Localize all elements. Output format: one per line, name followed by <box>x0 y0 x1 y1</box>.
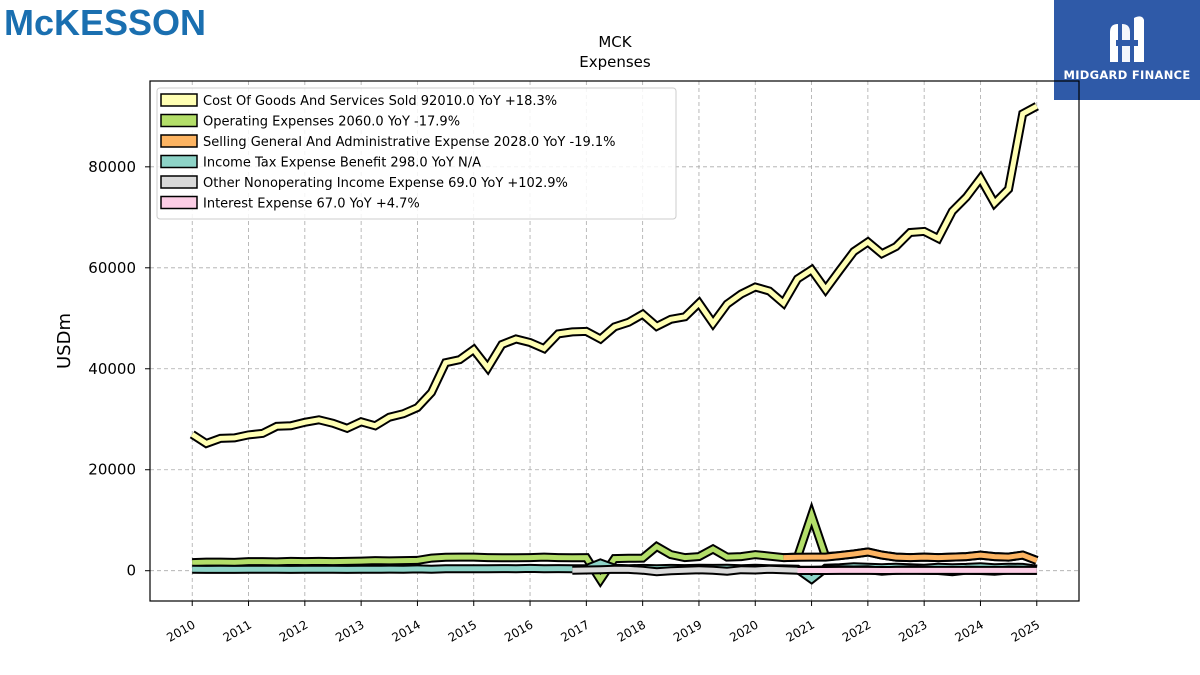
legend-box <box>156 87 677 220</box>
x-tick-label: 2020 <box>727 617 760 644</box>
x-tick-label: 2014 <box>389 617 422 644</box>
legend-swatch <box>160 134 198 148</box>
x-tick-label: 2021 <box>784 617 817 644</box>
legend: Cost Of Goods And Services Sold 92010.0 … <box>156 87 677 220</box>
legend-swatch <box>160 195 198 210</box>
x-tick-label: 2019 <box>671 617 704 644</box>
series-line-cost-of-goods-and-services-sold <box>190 103 1038 447</box>
chart-subtitle: Expenses <box>579 53 651 71</box>
midgard-logo-text: MIDGARD FINANCE <box>1063 68 1191 82</box>
x-tick-label: 2025 <box>1009 617 1042 644</box>
x-tick-label: 2010 <box>164 617 197 644</box>
x-tick-label: 2023 <box>896 617 929 644</box>
series-line-selling-general-and-administrative-expense <box>783 549 1038 563</box>
chart-title: MCK <box>598 33 632 51</box>
legend-label: Cost Of Goods And Services Sold 92010.0 … <box>203 94 557 109</box>
x-tick-label: 2011 <box>221 617 254 644</box>
legend-swatch <box>160 113 198 128</box>
legend-label: Operating Expenses 2060.0 YoY -17.9% <box>203 115 460 130</box>
x-tick-label: 2015 <box>446 617 479 644</box>
x-axis-ticks: 2010 2011 2012 2013 2014 2015 2016 2017 2018 2019… <box>164 601 1042 645</box>
legend-label: Interest Expense 67.0 YoY +4.7% <box>203 197 420 212</box>
legend-label: Selling General And Administrative Expen… <box>203 135 616 150</box>
x-tick-label: 2022 <box>840 617 873 644</box>
x-tick-label: 2016 <box>502 617 535 644</box>
x-tick-label: 2012 <box>277 617 310 644</box>
y-tick-label: 80000 <box>88 158 136 176</box>
x-tick-label: 2013 <box>333 617 366 644</box>
series-lines <box>189 102 1039 589</box>
x-tick-label: 2024 <box>953 617 986 644</box>
y-tick-label: 40000 <box>88 360 136 378</box>
y-tick-label: 20000 <box>88 461 136 479</box>
x-tick-label: 2018 <box>615 617 648 644</box>
legend-swatch <box>160 154 198 169</box>
y-tick-label: 0 <box>126 562 136 580</box>
legend-swatch <box>160 175 198 189</box>
x-tick-label: 2017 <box>558 617 591 644</box>
mckesson-logo: McKESSON <box>4 2 206 44</box>
midgard-finance-logo: MIDGARD FINANCE <box>1054 0 1200 100</box>
legend-swatch <box>160 93 198 107</box>
y-tick-label: 60000 <box>88 259 136 277</box>
y-axis-label: USDm <box>54 313 75 369</box>
legend-label: Other Nonoperating Income Expense 69.0 Y… <box>203 176 568 191</box>
y-axis-ticks: 0 20000 40000 60000 80000 <box>88 158 150 580</box>
mckesson-logo-text: McKESSON <box>4 2 207 43</box>
midgard-mark-icon <box>1110 16 1144 62</box>
legend-label: Income Tax Expense Benefit 298.0 YoY N/A <box>203 156 481 171</box>
plot-frame <box>149 80 1080 602</box>
